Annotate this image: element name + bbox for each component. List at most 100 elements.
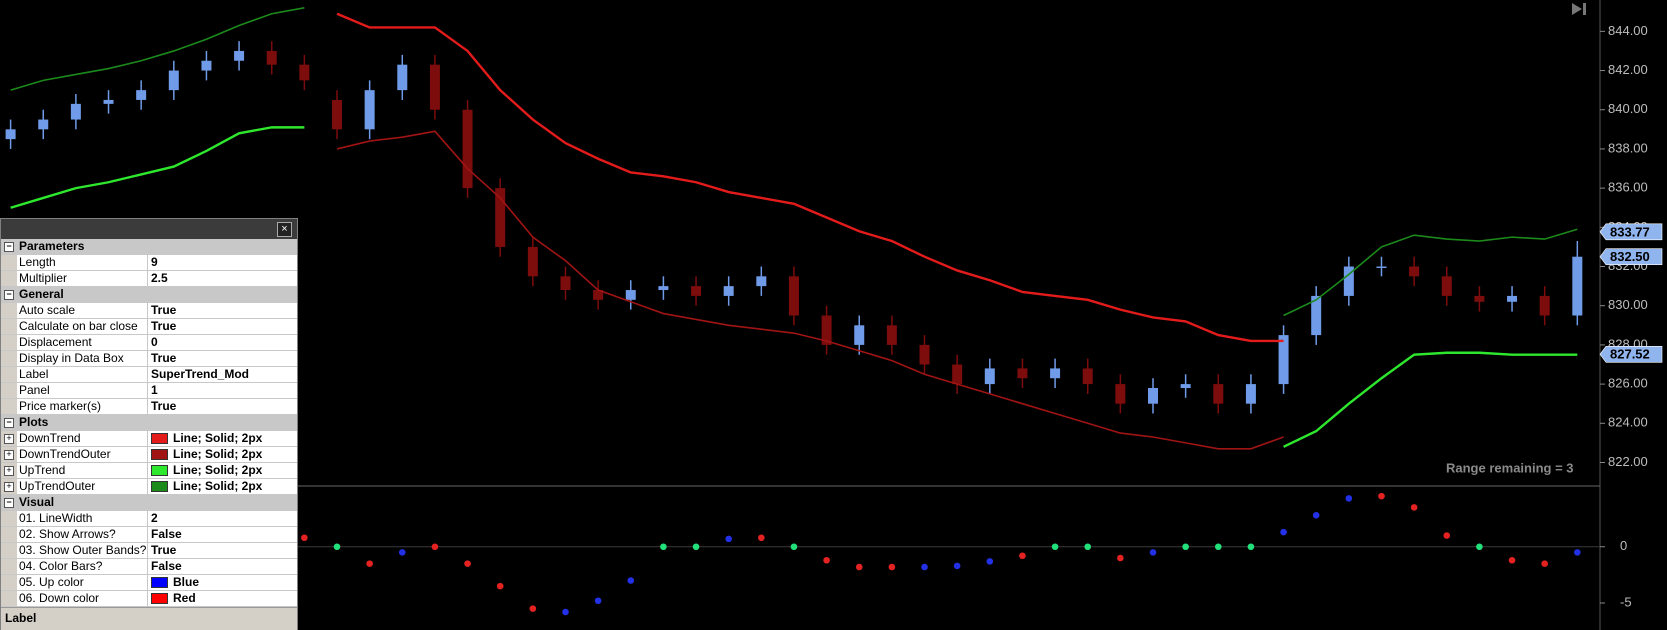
row-expander: [1, 591, 17, 606]
property-row: Displacement 0: [1, 335, 297, 351]
properties-panel: × − Parameters Length 9 Multiplier 2.5− Genera…: [0, 218, 298, 630]
scroll-end-button[interactable]: [1572, 3, 1586, 15]
property-name: UpTrendOuter: [17, 479, 147, 494]
property-value[interactable]: 9: [147, 255, 297, 270]
oscillator-dot: [953, 562, 961, 570]
property-value[interactable]: True: [147, 399, 297, 414]
candle-body: [527, 246, 538, 277]
trend-line: [10, 7, 1578, 317]
property-value-text: 2: [151, 511, 158, 525]
y-tick-label: -5: [1620, 594, 1632, 609]
row-expander: [1, 255, 17, 270]
oscillator-dot: [431, 543, 439, 551]
candle-body: [1441, 276, 1452, 296]
trend-line: [336, 130, 1284, 450]
property-row: 04. Color Bars? False: [1, 559, 297, 575]
oscillator-dot: [1443, 532, 1451, 539]
property-value-text: Line; Solid; 2px: [173, 447, 263, 461]
color-swatch: [151, 465, 168, 476]
property-value[interactable]: False: [147, 559, 297, 574]
y-tick-label: 840.00: [1608, 101, 1648, 116]
candle-body: [1017, 368, 1028, 379]
property-value[interactable]: Line; Solid; 2px: [147, 479, 297, 494]
candle-body: [593, 290, 604, 300]
property-value[interactable]: False: [147, 527, 297, 542]
property-value[interactable]: Line; Solid; 2px: [147, 431, 297, 446]
row-expander: [1, 351, 17, 366]
property-grid: − Parameters Length 9 Multiplier 2.5− General A…: [1, 239, 297, 607]
expander[interactable]: −: [1, 287, 17, 302]
y-tick-label: 836.00: [1608, 180, 1648, 195]
candle-body: [723, 286, 734, 296]
section-title: General: [19, 287, 64, 301]
candle-body: [332, 99, 342, 130]
oscillator-dot: [758, 534, 765, 542]
y-tick-label: 842.00: [1608, 62, 1648, 77]
expander[interactable]: −: [1, 239, 17, 254]
oscillator-dot: [1247, 543, 1255, 551]
property-value[interactable]: Red: [147, 591, 297, 606]
candle-body: [1474, 295, 1485, 302]
property-value-text: True: [151, 319, 177, 333]
oscillator-dot: [1182, 543, 1189, 551]
oscillator-dot: [464, 560, 471, 567]
candle-body: [984, 368, 995, 385]
property-value-text: 9: [151, 255, 158, 269]
candle-body: [462, 109, 473, 189]
candle-body: [1376, 266, 1387, 269]
property-row: Price marker(s) True: [1, 399, 297, 415]
y-tick-label: 826.00: [1608, 376, 1648, 391]
property-name: 01. LineWidth: [17, 511, 147, 526]
expander[interactable]: −: [1, 415, 17, 430]
row-expander: [1, 271, 17, 286]
property-name: Price marker(s): [17, 399, 147, 414]
oscillator-dot: [823, 556, 830, 564]
row-expander: [1, 543, 17, 558]
property-value[interactable]: 2.5: [147, 271, 297, 286]
expander[interactable]: −: [1, 495, 17, 510]
candle-body: [952, 364, 963, 385]
property-value[interactable]: Blue: [147, 575, 297, 590]
row-expander: [1, 383, 17, 398]
candle-body: [1050, 368, 1061, 379]
property-value[interactable]: True: [147, 543, 297, 558]
property-value[interactable]: 1: [147, 383, 297, 398]
oscillator-dot: [1214, 543, 1222, 551]
property-value[interactable]: Line; Solid; 2px: [147, 447, 297, 462]
property-name: Multiplier: [17, 271, 147, 286]
row-expander: [1, 303, 17, 318]
row-expander: [1, 511, 17, 526]
property-value-text: Line; Solid; 2px: [173, 431, 263, 445]
property-value[interactable]: True: [147, 303, 297, 318]
oscillator-dot: [301, 534, 308, 542]
property-value[interactable]: SuperTrend_Mod: [147, 367, 297, 382]
property-name: 05. Up color: [17, 575, 147, 590]
candle-body: [1343, 266, 1354, 296]
property-value[interactable]: 2: [147, 511, 297, 526]
property-row: 02. Show Arrows? False: [1, 527, 297, 543]
property-name: DownTrend: [17, 431, 147, 446]
property-value-text: 2.5: [151, 271, 168, 285]
oscillator-dot: [627, 577, 635, 584]
property-value[interactable]: 0: [147, 335, 297, 350]
oscillator-dot: [1019, 552, 1026, 560]
oscillator-dot: [1117, 554, 1124, 562]
section-header: − Plots: [1, 415, 297, 431]
candle-body: [919, 344, 930, 365]
row-expander: +: [1, 447, 17, 462]
price-marker-label: 832.50: [1610, 249, 1650, 264]
property-value[interactable]: True: [147, 319, 297, 334]
oscillator-dot: [660, 543, 667, 551]
candle-body: [1409, 266, 1420, 277]
candle-body: [1539, 295, 1550, 316]
property-value[interactable]: Line; Solid; 2px: [147, 463, 297, 478]
y-tick-label: 844.00: [1608, 23, 1648, 38]
property-value[interactable]: True: [147, 351, 297, 366]
oscillator-dot: [921, 563, 928, 571]
property-name: Displacement: [17, 335, 147, 350]
close-button[interactable]: ×: [277, 222, 292, 237]
candle-body: [1507, 295, 1518, 302]
candle-body: [103, 99, 114, 104]
candle-body: [429, 64, 440, 110]
